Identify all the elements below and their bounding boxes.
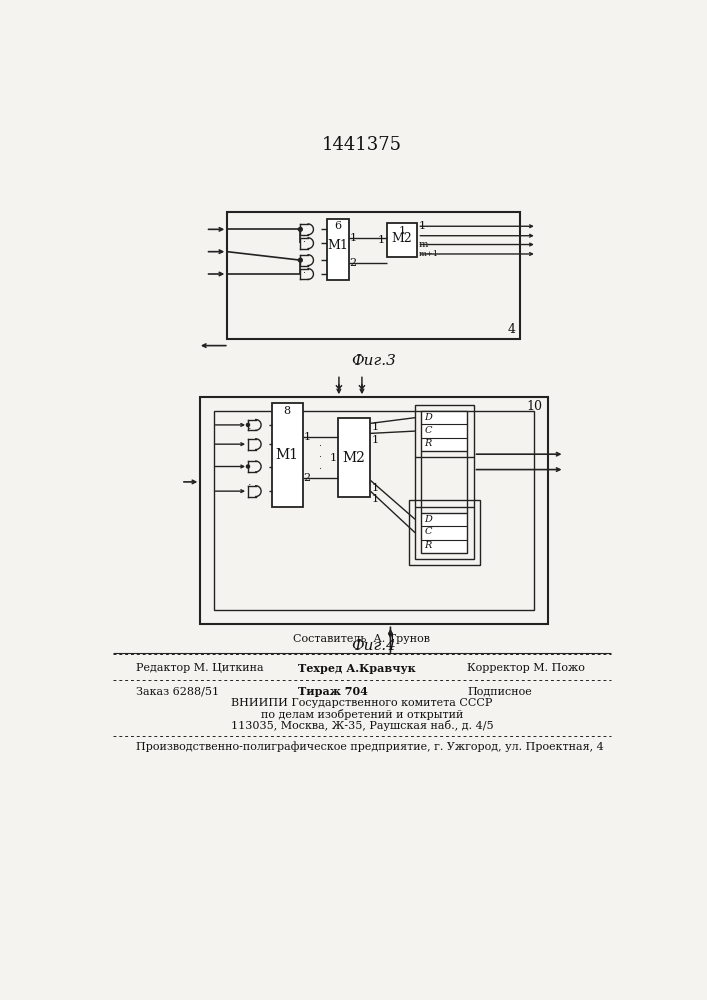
- Circle shape: [298, 258, 303, 262]
- Text: 1: 1: [372, 422, 379, 432]
- Bar: [200, 397, 547, 624]
- Text: 1: 1: [372, 483, 379, 493]
- Text: R: R: [424, 541, 432, 550]
- Text: 1: 1: [372, 435, 379, 445]
- Text: 1: 1: [378, 235, 385, 245]
- Text: 2: 2: [303, 473, 310, 483]
- Text: M2: M2: [392, 232, 412, 245]
- Text: M1: M1: [276, 448, 299, 462]
- Text: Техред А.Кравчук: Техред А.Кравчук: [298, 663, 416, 674]
- Text: m+1: m+1: [419, 250, 439, 258]
- Text: 1: 1: [419, 221, 426, 231]
- Bar: [227, 212, 520, 339]
- Text: Подписное: Подписное: [467, 686, 532, 696]
- Text: Фиг.3: Фиг.3: [351, 354, 396, 368]
- Text: ...: ...: [297, 232, 307, 241]
- Text: 8: 8: [284, 406, 291, 416]
- Circle shape: [247, 465, 250, 468]
- Circle shape: [247, 423, 250, 426]
- Text: D: D: [424, 515, 432, 524]
- Text: ↓: ↓: [332, 375, 346, 393]
- Text: ВНИИПИ Государственного комитета СССР: ВНИИПИ Государственного комитета СССР: [231, 698, 493, 708]
- Text: ·
·
·: · · ·: [319, 441, 322, 474]
- Bar: [327, 219, 349, 280]
- Text: R: R: [424, 439, 432, 448]
- Text: 1: 1: [329, 453, 337, 463]
- Text: по делам изобретений и открытий: по делам изобретений и открытий: [261, 709, 463, 720]
- Text: C: C: [424, 527, 432, 536]
- Bar: [338, 418, 370, 497]
- Bar: [214, 411, 534, 610]
- Text: 1: 1: [372, 494, 379, 504]
- Text: 113035, Москва, Ж-35, Раушская наб., д. 4/5: 113035, Москва, Ж-35, Раушская наб., д. …: [230, 720, 493, 731]
- Text: M1: M1: [327, 239, 349, 252]
- Text: D: D: [424, 413, 432, 422]
- Text: Производственно-полиграфическое предприятие, г. Ужгород, ул. Проектная, 4: Производственно-полиграфическое предприя…: [136, 741, 604, 752]
- Bar: [272, 403, 303, 507]
- Bar: [409, 500, 480, 565]
- Text: Заказ 6288/51: Заказ 6288/51: [136, 686, 219, 696]
- Text: m: m: [419, 240, 428, 249]
- Text: 6: 6: [334, 221, 341, 231]
- Text: ·
·: · ·: [247, 424, 252, 445]
- Bar: [421, 411, 467, 451]
- Text: C: C: [424, 426, 432, 435]
- Text: Корректор М. Пожо: Корректор М. Пожо: [467, 663, 585, 673]
- Text: 10: 10: [527, 400, 543, 413]
- Text: Тираж 704: Тираж 704: [298, 686, 368, 697]
- Text: 1441375: 1441375: [322, 136, 402, 154]
- Bar: [415, 507, 474, 559]
- Text: 1: 1: [303, 432, 310, 442]
- Bar: [415, 405, 474, 457]
- Text: Редактор М. Циткина: Редактор М. Циткина: [136, 663, 264, 673]
- Circle shape: [298, 227, 303, 231]
- Text: 2: 2: [350, 258, 357, 268]
- Text: ...: ...: [297, 263, 307, 272]
- Text: ·
·: · ·: [247, 468, 252, 490]
- Text: ↓: ↓: [355, 375, 369, 393]
- Bar: [421, 513, 467, 553]
- Text: 1: 1: [399, 226, 406, 236]
- Bar: [387, 223, 417, 257]
- Text: Составитель  А. Трунов: Составитель А. Трунов: [293, 634, 431, 644]
- Text: 1: 1: [350, 233, 357, 243]
- Text: M2: M2: [343, 451, 366, 465]
- Text: Фиг.4: Фиг.4: [351, 639, 397, 653]
- Text: 4: 4: [507, 323, 515, 336]
